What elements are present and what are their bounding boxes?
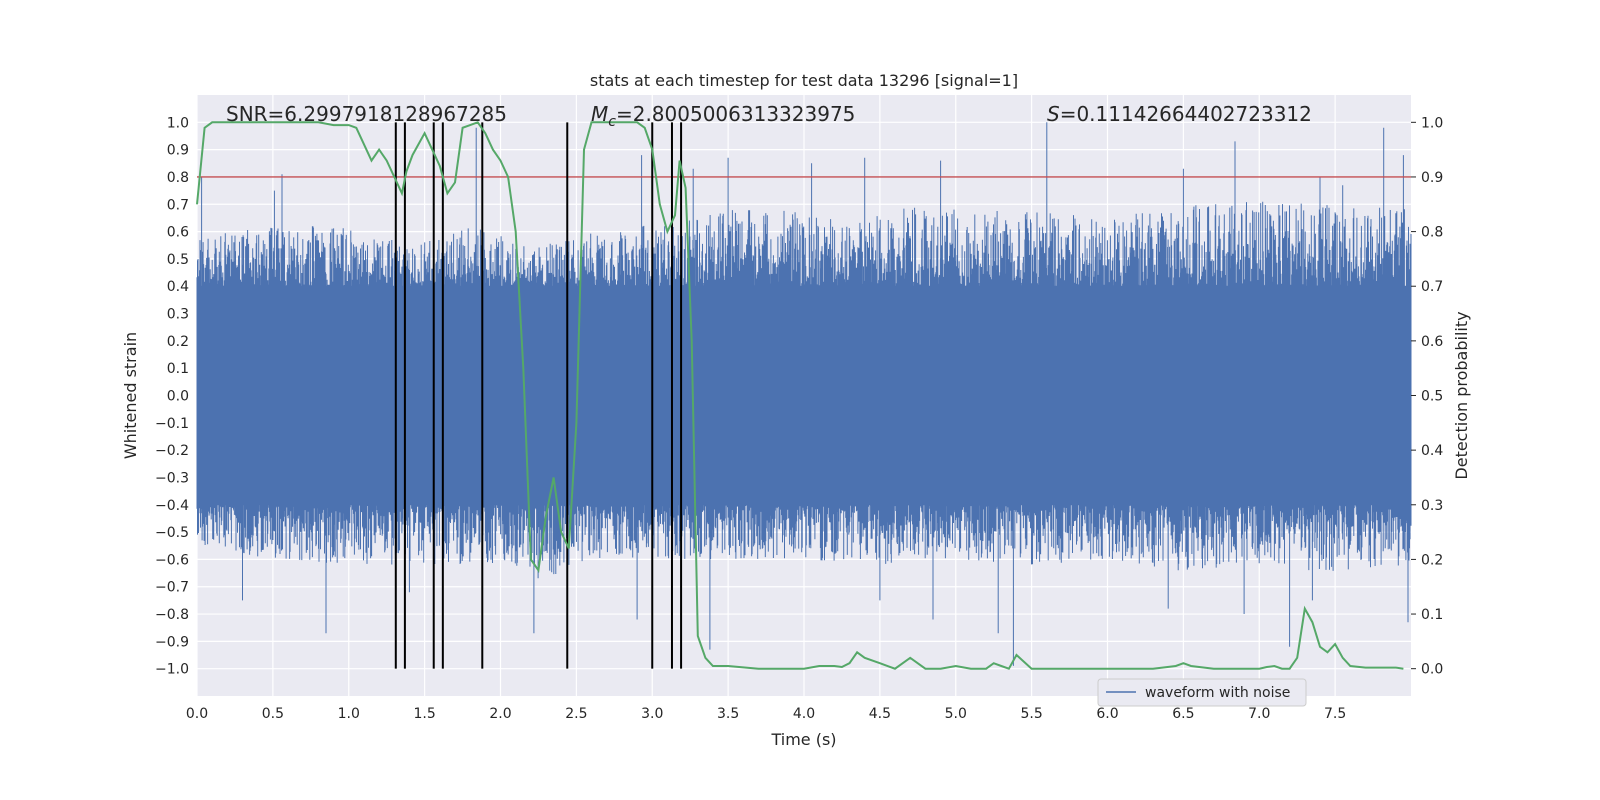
y-tick-label: −0.9 — [155, 634, 189, 650]
y-tick-label: 1.0 — [167, 115, 189, 131]
detection-vlines — [394, 122, 683, 669]
mc-subscript: c — [608, 114, 616, 130]
y-tick-label: −0.3 — [155, 470, 189, 486]
y-tick-label: 0.2 — [167, 334, 189, 350]
y-tick-label: −1.0 — [155, 662, 189, 678]
y-tick-label: −0.4 — [155, 498, 189, 514]
x-tick-label: 3.5 — [717, 706, 739, 722]
y-right-tick-label: 0.3 — [1421, 498, 1443, 514]
y-tick-label: 0.0 — [167, 389, 189, 405]
x-tick-label: 0.0 — [186, 706, 208, 722]
x-tick-label: 6.5 — [1172, 706, 1194, 722]
y-axis-ticks: 1.0 0.9 0.8 0.7 0.6 0.5 0.4 0.3 0.2 0.1 0.0 −0.1 −0.… — [155, 115, 189, 677]
s-annotation: S=0.11142664402723312 — [1047, 102, 1312, 126]
chart-title: stats at each timestep for test data 132… — [590, 71, 1018, 90]
x-tick-label: 7.0 — [1248, 706, 1270, 722]
y-right-axis-label: Detection probability — [1452, 311, 1471, 479]
s-value: =0.11142664402723312 — [1060, 102, 1312, 126]
y-tick-label: 0.9 — [167, 143, 189, 159]
y-tick-label: −0.6 — [155, 552, 189, 568]
x-axis-label: Time (s) — [770, 730, 836, 749]
y-tick-label: −0.8 — [155, 607, 189, 623]
y-right-tick-label: 0.8 — [1421, 225, 1443, 241]
y-tick-label: 0.6 — [167, 225, 189, 241]
y-right-tick-label: 0.1 — [1421, 607, 1443, 623]
legend-label: waveform with noise — [1145, 685, 1290, 701]
x-tick-label: 1.0 — [338, 706, 360, 722]
y-tick-label: 0.7 — [167, 197, 189, 213]
legend: waveform with noise — [1097, 678, 1307, 707]
x-tick-label: 5.5 — [1020, 706, 1042, 722]
x-tick-label: 3.0 — [641, 706, 663, 722]
x-tick-label: 5.0 — [945, 706, 967, 722]
y-tick-label: −0.2 — [155, 443, 189, 459]
waveform-series — [196, 122, 1412, 666]
x-axis-ticks: 0.0 0.5 1.0 1.5 2.0 2.5 3.0 3.5 4.0 4.5 5.0 5.5 6.0 6… — [186, 706, 1346, 722]
x-tick-label: 4.5 — [869, 706, 891, 722]
legend-box — [1097, 678, 1307, 707]
snr-annotation: SNR=6.2997918128967285 — [226, 102, 507, 126]
x-tick-label: 6.0 — [1096, 706, 1118, 722]
mc-symbol: M — [591, 102, 608, 126]
y-right-tick-label: 0.5 — [1421, 389, 1443, 405]
y-right-tick-label: 0.0 — [1421, 662, 1443, 678]
y-right-tick-label: 0.6 — [1421, 334, 1443, 350]
y-right-tick-label: 0.2 — [1421, 552, 1443, 568]
y-right-tick-label: 0.4 — [1421, 443, 1443, 459]
y-right-tick-label: 0.9 — [1421, 170, 1443, 186]
y-right-axis-ticks: 1.0 0.9 0.8 0.7 0.6 0.5 0.4 0.3 0.2 0.1 0.0 — [1411, 115, 1443, 678]
probability-series — [196, 121, 1404, 670]
s-symbol: S — [1047, 102, 1060, 126]
mc-value: =2.8005006313323975 — [616, 102, 855, 126]
x-tick-label: 4.0 — [793, 706, 815, 722]
y-axis-label: Whitened strain — [121, 332, 140, 459]
y-tick-label: 0.5 — [167, 252, 189, 268]
y-right-tick-label: 1.0 — [1421, 115, 1443, 131]
chirp-mass-annotation: Mc=2.8005006313323975 — [591, 102, 855, 130]
x-tick-label: 7.5 — [1324, 706, 1346, 722]
x-tick-label: 0.5 — [262, 706, 284, 722]
y-tick-label: −0.7 — [155, 580, 189, 596]
y-tick-label: 0.4 — [167, 279, 189, 295]
y-tick-label: −0.1 — [155, 416, 189, 432]
x-tick-label: 2.0 — [489, 706, 511, 722]
y-tick-label: 0.3 — [167, 307, 189, 323]
x-tick-label: 1.5 — [413, 706, 435, 722]
y-tick-label: 0.1 — [167, 361, 189, 377]
y-tick-label: 0.8 — [167, 170, 189, 186]
y-right-tick-label: 0.7 — [1421, 279, 1443, 295]
y-tick-label: −0.5 — [155, 525, 189, 541]
x-tick-label: 2.5 — [565, 706, 587, 722]
